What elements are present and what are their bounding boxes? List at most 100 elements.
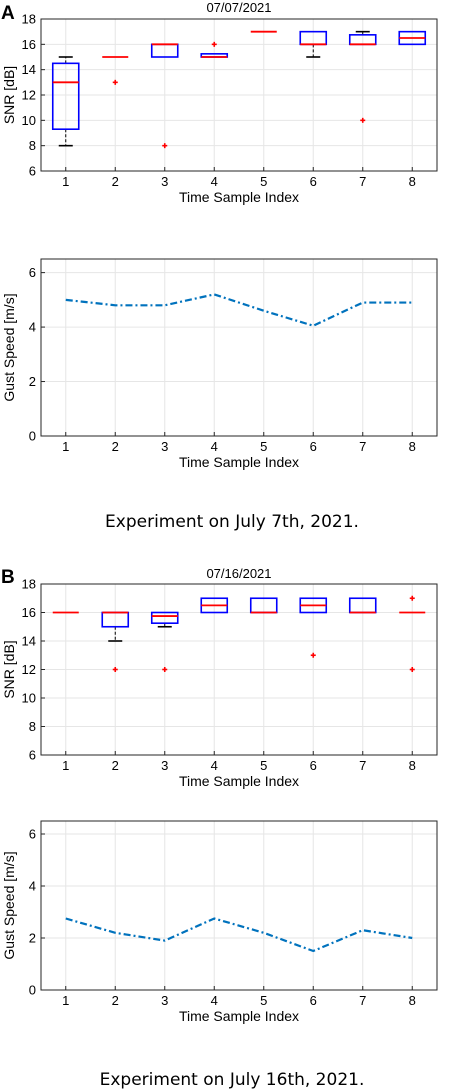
y-tick-label: 18 xyxy=(22,577,36,592)
iqr-box xyxy=(51,62,80,131)
y-tick-label: 2 xyxy=(29,931,36,946)
x-tick-label: 1 xyxy=(62,174,69,189)
x-tick-label: 7 xyxy=(359,174,366,189)
y-tick-label: 0 xyxy=(29,983,36,998)
outlier-marker xyxy=(162,143,168,149)
box-7 xyxy=(348,30,377,123)
x-tick-label: 7 xyxy=(359,439,366,454)
x-tick-label: 3 xyxy=(161,758,168,773)
panel-letter: A xyxy=(1,3,15,24)
y-tick-label: 2 xyxy=(29,374,36,389)
panel-caption: Experiment on July 7th, 2021. xyxy=(105,512,359,532)
y-tick-label: 6 xyxy=(29,827,36,842)
box-8 xyxy=(398,30,427,46)
y-axis-label: SNR [dB] xyxy=(1,640,17,698)
gust-speed-line xyxy=(65,917,413,953)
y-tick-label: 12 xyxy=(22,662,36,677)
x-axis-label: Time Sample Index xyxy=(179,773,299,789)
box-8 xyxy=(399,595,426,672)
y-tick-label: 10 xyxy=(22,691,36,706)
box-5 xyxy=(249,597,278,614)
y-tick-label: 8 xyxy=(29,138,36,153)
x-tick-label: 2 xyxy=(112,993,119,1008)
x-tick-label: 6 xyxy=(310,439,317,454)
y-tick-label: 12 xyxy=(22,88,36,103)
box-6 xyxy=(299,30,328,58)
axes-frame xyxy=(40,820,438,991)
chart-title: 07/07/2021 xyxy=(206,0,271,15)
y-tick-label: 10 xyxy=(22,113,36,128)
x-tick-label: 2 xyxy=(112,174,119,189)
box-4 xyxy=(200,597,229,614)
x-tick-label: 7 xyxy=(359,758,366,773)
y-tick-label: 4 xyxy=(29,879,36,894)
panel-letter: B xyxy=(1,567,15,588)
box-1 xyxy=(51,56,80,147)
y-tick-label: 14 xyxy=(22,634,36,649)
y-axis-label: Gust Speed [m/s] xyxy=(1,293,17,401)
x-tick-label: 7 xyxy=(359,993,366,1008)
y-tick-label: 6 xyxy=(29,265,36,280)
x-tick-label: 4 xyxy=(211,758,218,773)
x-tick-label: 8 xyxy=(409,993,416,1008)
y-tick-label: 16 xyxy=(22,37,36,52)
x-tick-label: 1 xyxy=(62,993,69,1008)
x-tick-label: 2 xyxy=(112,439,119,454)
y-tick-label: 6 xyxy=(29,748,36,763)
y-tick-label: 18 xyxy=(22,12,36,27)
outlier-marker xyxy=(360,117,366,123)
x-tick-label: 4 xyxy=(211,993,218,1008)
outlier-marker xyxy=(162,667,168,672)
x-tick-label: 2 xyxy=(112,758,119,773)
x-tick-label: 1 xyxy=(62,758,69,773)
x-tick-label: 1 xyxy=(62,439,69,454)
x-tick-label: 5 xyxy=(260,993,267,1008)
y-tick-label: 4 xyxy=(29,320,36,335)
x-tick-label: 8 xyxy=(409,439,416,454)
box-3 xyxy=(150,43,179,149)
x-tick-label: 6 xyxy=(310,758,317,773)
x-tick-label: 3 xyxy=(161,439,168,454)
y-tick-label: 14 xyxy=(22,62,36,77)
x-tick-label: 3 xyxy=(161,174,168,189)
x-axis-label: Time Sample Index xyxy=(179,454,299,470)
y-tick-label: 0 xyxy=(29,429,36,444)
box-6 xyxy=(299,597,328,658)
x-tick-label: 8 xyxy=(409,758,416,773)
x-tick-label: 6 xyxy=(310,174,317,189)
box-4 xyxy=(200,41,229,58)
box-3 xyxy=(150,611,179,672)
x-axis-label: Time Sample Index xyxy=(179,1008,299,1024)
x-tick-label: 8 xyxy=(409,174,416,189)
box-2 xyxy=(102,56,129,85)
x-tick-label: 6 xyxy=(310,993,317,1008)
y-tick-label: 8 xyxy=(29,719,36,734)
gust-axes: 1 2 3 4 5 6 7 8 0 2 4 6 Time Sample Index Gust Speed … xyxy=(1,820,438,1024)
gust-speed-line xyxy=(65,293,413,327)
y-axis-label: SNR [dB] xyxy=(1,66,17,124)
y-axis-label: Gust Speed [m/s] xyxy=(1,851,17,959)
chart-title: 07/16/2021 xyxy=(206,566,271,581)
outlier-marker xyxy=(409,667,415,672)
outlier-marker xyxy=(112,79,118,85)
x-tick-label: 4 xyxy=(211,439,218,454)
x-axis-label: Time Sample Index xyxy=(179,189,299,205)
outlier-marker xyxy=(211,41,217,47)
x-tick-label: 4 xyxy=(211,174,218,189)
x-tick-label: 5 xyxy=(260,439,267,454)
y-tick-label: 16 xyxy=(22,605,36,620)
axes-frame xyxy=(40,258,438,437)
box-7 xyxy=(348,597,377,614)
x-tick-label: 3 xyxy=(161,993,168,1008)
iqr-box xyxy=(150,611,179,624)
x-tick-label: 5 xyxy=(260,758,267,773)
y-tick-label: 6 xyxy=(29,164,36,179)
gust-axes: 1 2 3 4 5 6 7 8 0 2 4 6 Time Sample Index Gust Speed … xyxy=(1,258,438,470)
outlier-marker xyxy=(409,595,415,601)
outlier-marker xyxy=(310,652,316,658)
